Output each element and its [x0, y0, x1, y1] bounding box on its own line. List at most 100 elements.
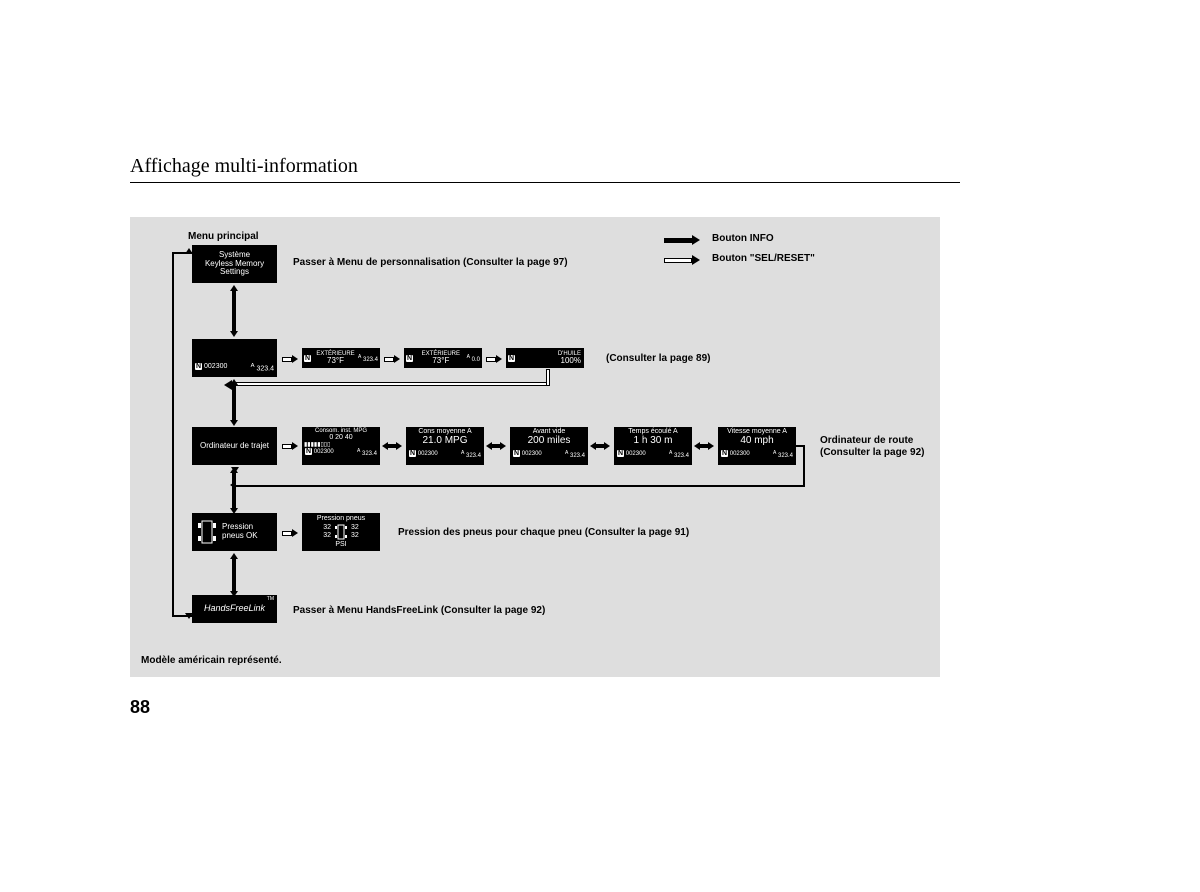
- t4-odo: 002300: [626, 451, 646, 457]
- t3-odo: 002300: [522, 451, 542, 457]
- temp2-trip: 0.0: [472, 357, 480, 363]
- return-line-r2-v: [546, 369, 550, 386]
- t4-title: Temps écoulé A: [614, 427, 692, 435]
- return-line-r3-stub: [796, 445, 805, 447]
- t2-value: 21.0 MPG: [406, 435, 484, 446]
- return-line-r3-h: [235, 485, 805, 487]
- consult-89-label: (Consulter la page 89): [606, 353, 710, 364]
- trip-right-2: (Consulter la page 92): [820, 447, 924, 459]
- t5-title: Vitesse moyenne A: [718, 427, 796, 435]
- darrow-t4-t5-icon: [694, 442, 714, 450]
- hfl-note-label: Passer à Menu HandsFreeLink (Consulter l…: [293, 605, 545, 616]
- t5-odo: 002300: [730, 451, 750, 457]
- odo-box: N 002300 A 323.4: [192, 339, 277, 377]
- keyless-box: Système Keyless Memory Settings: [192, 245, 277, 283]
- darrow-trip-tire-icon: [230, 467, 238, 514]
- tire-ok-box: Pression pneus OK: [192, 513, 277, 551]
- oil-value: 100%: [558, 357, 581, 365]
- arrow-out-3-icon: [486, 355, 502, 363]
- hfl-box: HandsFreeLink TM: [192, 595, 277, 623]
- t4-value: 1 h 30 m: [614, 435, 692, 446]
- tire-rr: 32: [351, 532, 359, 540]
- trip-right-label: Ordinateur de route (Consulter la page 9…: [820, 435, 924, 459]
- title-rule: [130, 182, 960, 183]
- tire-note-label: Pression des pneus pour chaque pneu (Con…: [398, 527, 689, 538]
- temp2-n: N: [406, 355, 413, 362]
- temp1-box: N EXTÉRIEURE 73°F A 323.4: [302, 348, 380, 368]
- odo-trip: 323.4: [256, 365, 274, 372]
- oil-box: N D'HUILE 100%: [506, 348, 584, 368]
- t5-a: A: [773, 450, 776, 456]
- odo-n: N: [195, 363, 202, 370]
- t2-a: A: [461, 450, 464, 456]
- darrow-tire-hfl-icon: [230, 553, 238, 597]
- page-number: 88: [130, 697, 960, 718]
- arrow-out-1-icon: [282, 355, 298, 363]
- flow-diagram: Menu principal Bouton INFO Bouton "SEL/R…: [130, 217, 940, 677]
- legend-info-label: Bouton INFO: [712, 233, 774, 244]
- tire-psi-title: Pression pneus: [317, 515, 365, 523]
- t5-n: N: [721, 450, 728, 457]
- trip-t1-box: Consom. inst. MPG 0 20 40 ▮▮▮▮▮▯▯▯ N 002…: [302, 427, 380, 465]
- t5-value: 40 mph: [718, 435, 796, 446]
- t3-trip: 323.4: [570, 453, 585, 459]
- t3-value: 200 miles: [510, 435, 588, 446]
- trip-t2-box: Cons moyenne A 21.0 MPG N 002300 A 323.4: [406, 427, 484, 465]
- loop-arrow-up-icon: [185, 248, 193, 254]
- legend-arrow-sel-icon: [664, 255, 700, 265]
- t2-odo: 002300: [418, 451, 438, 457]
- temp1-value: 73°F: [313, 357, 358, 365]
- t4-n: N: [617, 450, 624, 457]
- t3-a: A: [565, 450, 568, 456]
- t5-trip: 323.4: [778, 453, 793, 459]
- footnote-label: Modèle américain représenté.: [141, 655, 282, 666]
- tire-rl: 32: [323, 532, 331, 540]
- t2-title: Cons moyenne A: [406, 427, 484, 435]
- darrow-keyless-odo-icon: [230, 285, 238, 337]
- page-title: Affichage multi-information: [130, 155, 960, 178]
- car-top-icon: [196, 517, 218, 547]
- hfl-text: HandsFreeLink: [204, 604, 265, 614]
- hfl-tm: TM: [267, 597, 274, 603]
- temp1-n: N: [304, 355, 311, 362]
- temp2-box: N EXTÉRIEURE 73°F A 0.0: [404, 348, 482, 368]
- trip-computer-box: Ordinateur de trajet: [192, 427, 277, 465]
- pass-97-label: Passer à Menu de personnalisation (Consu…: [293, 257, 568, 268]
- oil-n: N: [508, 355, 515, 362]
- arrow-out-2-icon: [384, 355, 400, 363]
- loop-line-vertical: [172, 252, 174, 617]
- return-line-r2: [230, 382, 550, 386]
- t3-title: Avant vide: [510, 427, 588, 435]
- t2-n: N: [409, 450, 416, 457]
- tire-psi-box: Pression pneus 3232 3232 PSI: [302, 513, 380, 551]
- trip-right-1: Ordinateur de route: [820, 435, 924, 447]
- temp1-a: A: [358, 354, 361, 360]
- arrow-out-tire-icon: [282, 529, 298, 537]
- odo-a: A: [251, 363, 255, 369]
- t1-value: 0 20 40: [302, 434, 380, 441]
- tire-fl: 32: [323, 524, 331, 532]
- t1-title: Consom. inst. MPG: [302, 427, 380, 434]
- return-line-r3-v: [803, 446, 805, 487]
- temp2-value: 73°F: [415, 357, 467, 365]
- t1-odo: 002300: [314, 449, 334, 455]
- temp1-trip: 323.4: [363, 357, 378, 363]
- legend-sel-label: Bouton "SEL/RESET": [712, 253, 815, 264]
- t4-trip: 323.4: [674, 453, 689, 459]
- trip-t5-box: Vitesse moyenne A 40 mph N 002300 A 323.4: [718, 427, 796, 465]
- t1-n: N: [305, 448, 312, 455]
- legend-arrow-info-icon: [664, 235, 700, 245]
- darrow-t1-t2-icon: [382, 442, 402, 450]
- darrow-t2-t3-icon: [486, 442, 506, 450]
- t1-trip: 323.4: [362, 451, 377, 457]
- menu-principal-label: Menu principal: [188, 231, 259, 242]
- tire-ok-l2: pneus OK: [222, 532, 258, 541]
- darrow-odo-trip-icon: [230, 379, 238, 426]
- temp2-a: A: [467, 354, 470, 360]
- darrow-t3-t4-icon: [590, 442, 610, 450]
- trip-t3-box: Avant vide 200 miles N 002300 A 323.4: [510, 427, 588, 465]
- trip-t4-box: Temps écoulé A 1 h 30 m N 002300A 323.4: [614, 427, 692, 465]
- t2-trip: 323.4: [466, 453, 481, 459]
- t3-n: N: [513, 450, 520, 457]
- car-top-small-icon: [334, 523, 348, 541]
